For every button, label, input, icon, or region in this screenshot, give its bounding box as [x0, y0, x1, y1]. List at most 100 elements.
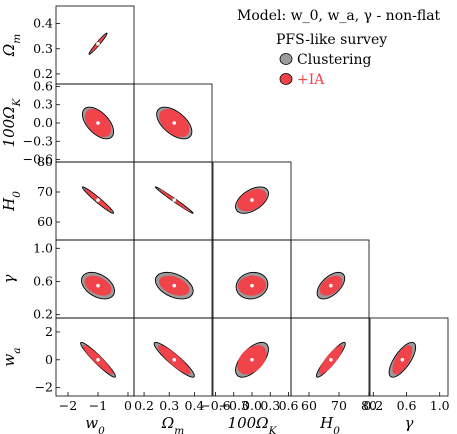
- y-tick-label-H0: 60: [37, 214, 53, 229]
- y-tick-label-wa: 2: [45, 324, 53, 339]
- axis-labels: w0 Ωm 100ΩK H0 γ Ωm 100ΩK H0 γ wa: [0, 34, 414, 434]
- y-tick-label-H0: 80: [37, 154, 53, 169]
- fiducial-marker: [96, 41, 100, 46]
- y-axis-label-H0: H0: [0, 191, 23, 212]
- fiducial-marker: [96, 198, 100, 202]
- y-tick-label-OK100: 0.0: [33, 115, 53, 130]
- x-tick-label-OK100: 0.0: [242, 398, 262, 413]
- y-tick-label-OK100: 0.6: [33, 78, 53, 93]
- fiducial-marker: [96, 283, 100, 288]
- fiducial-marker: [172, 121, 177, 125]
- x-tick-label-w0: −1: [89, 398, 107, 413]
- panel-Om-H0: [133, 161, 213, 241]
- y-tick-label-gamma: 1.0: [33, 240, 53, 255]
- panel-contours: [153, 341, 195, 378]
- fiducial-marker: [400, 357, 405, 362]
- panel-OK100-gamma: [212, 239, 292, 319]
- x-tick-label-w0: 0: [124, 398, 132, 413]
- y-axis-label-wa: wa: [0, 347, 23, 366]
- x-tick-label-OK100: −0.6: [200, 398, 230, 413]
- fiducial-marker: [96, 121, 100, 125]
- panel-contours: [81, 186, 115, 214]
- y-tick-label-Om: 0.3: [33, 41, 53, 56]
- panel-H0-gamma: [290, 239, 370, 319]
- fiducial-marker: [172, 198, 177, 202]
- y-tick-label-OK100: 0.3: [33, 97, 53, 112]
- panel-OK100-H0: [212, 161, 292, 241]
- panels: [55, 5, 449, 397]
- fiducial-marker: [250, 357, 254, 362]
- x-tick-label-OK100: −0.3: [219, 398, 249, 413]
- panel-contours: [154, 271, 194, 300]
- x-tick-label-Om: 0.3: [159, 398, 179, 413]
- panel-contours: [235, 341, 269, 378]
- y-tick-label-wa: 0: [45, 352, 53, 367]
- fiducial-marker: [250, 198, 254, 202]
- y-tick-label-Om: 0.2: [33, 66, 53, 81]
- y-axis-label-OK100: 100ΩK: [0, 97, 23, 147]
- fiducial-marker: [250, 283, 254, 288]
- legend: Model: w_0, w_a, γ - non-flat PFS-like su…: [237, 8, 441, 88]
- y-axis-label-gamma: γ: [0, 274, 18, 283]
- x-axis-label-Om: Ωm: [161, 414, 184, 434]
- x-tick-label-w0: −2: [59, 398, 77, 413]
- panel-contours: [316, 271, 346, 300]
- legend-swatch: [279, 53, 293, 65]
- y-tick-label-Om: 0.4: [33, 16, 53, 31]
- fiducial-marker: [96, 357, 100, 362]
- x-tick-label-gamma: 0.2: [363, 398, 383, 413]
- panel-w0-wa: [55, 317, 135, 397]
- fiducial-marker: [329, 283, 333, 288]
- x-tick-label-Om: 0.2: [134, 398, 154, 413]
- panel-frame: [290, 317, 370, 397]
- panel-contours: [316, 341, 346, 378]
- panel-w0-OK100: [55, 83, 135, 163]
- fiducial-marker: [329, 357, 333, 362]
- x-tick-label-gamma: 1.0: [430, 398, 450, 413]
- ticks: 0.20.30.4−0.6−0.30.00.30.66070800.20.61.…: [23, 16, 450, 413]
- x-tick-label-OK100: 0.6: [279, 398, 299, 413]
- y-tick-label-OK100: −0.6: [23, 152, 53, 167]
- y-tick-label-gamma: 0.2: [33, 307, 53, 322]
- panel-contours: [154, 186, 194, 214]
- x-tick-label-H0: 80: [361, 398, 377, 413]
- model-label: Model: w_0, w_a, γ - non-flat: [237, 8, 441, 24]
- panel-w0-gamma: [55, 239, 135, 319]
- panel-w0-Om: [55, 5, 135, 85]
- fiducial-marker: [172, 357, 177, 362]
- x-axis-label-gamma: γ: [405, 414, 414, 432]
- panel-contours: [235, 271, 269, 300]
- panel-contours: [388, 341, 417, 378]
- panel-contours: [81, 106, 115, 140]
- panel-contours: [80, 341, 116, 378]
- panel-H0-wa: [290, 317, 370, 397]
- fiducial-marker: [172, 283, 177, 288]
- x-tick-label-gamma: 0.6: [397, 398, 417, 413]
- panel-w0-H0: [55, 161, 135, 241]
- panel-frame: [369, 317, 449, 397]
- y-tick-label-gamma: 0.6: [33, 273, 53, 288]
- legend-label: Clustering: [297, 52, 371, 68]
- x-axis-label-H0: H0: [319, 414, 340, 434]
- panel-gamma-wa: [369, 317, 449, 397]
- panel-Om-wa: [133, 317, 213, 397]
- panel-contours: [235, 186, 269, 214]
- x-axis-label-w0: w0: [85, 414, 105, 434]
- survey-label: PFS-like survey: [276, 32, 387, 48]
- x-tick-label-H0: 60: [301, 398, 317, 413]
- panel-OK100-wa: [212, 317, 292, 397]
- legend-swatch: [279, 73, 293, 85]
- panel-Om-OK100: [133, 83, 213, 163]
- y-tick-label-H0: 70: [37, 184, 53, 199]
- x-tick-label-H0: 70: [331, 398, 347, 413]
- x-axis-label-OK100: 100ΩK: [228, 414, 278, 434]
- panel-Om-gamma: [133, 239, 213, 319]
- panel-contours: [156, 106, 193, 140]
- panel-contours: [88, 32, 108, 55]
- legend-label: +IA: [297, 72, 325, 88]
- x-tick-label-Om: 0.4: [184, 398, 204, 413]
- y-tick-label-wa: −2: [35, 380, 53, 395]
- y-tick-label-OK100: −0.3: [23, 133, 53, 148]
